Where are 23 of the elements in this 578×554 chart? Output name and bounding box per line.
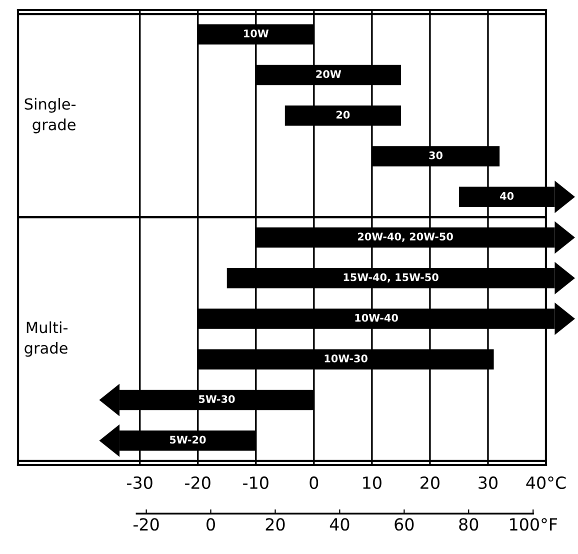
y-tick-label: 10W [244, 30, 269, 38]
y-tick-label: 20W-40, 20W-50 [358, 232, 453, 242]
band-label: Single- grade [24, 98, 76, 134]
band-label: Multi- grade [24, 321, 68, 357]
x2-tick-label: 80 [459, 518, 478, 531]
x-tick-label: 0 [310, 476, 318, 490]
y-tick-label: 15W-40, 15W-50 [344, 273, 438, 282]
x-tick-label: -10 [243, 476, 268, 490]
x2-tick-label: 20 [266, 518, 285, 531]
x-tick-label: 30 [478, 476, 498, 490]
y-tick-label: 5W-30 [198, 395, 235, 404]
x2-tick-label: 0 [206, 518, 215, 531]
y-tick-label: 5W-20 [170, 436, 206, 444]
y-tick-label: 10W-30 [324, 354, 368, 362]
x-tick-label: 10 [363, 476, 382, 490]
x-tick-label: -30 [127, 476, 152, 490]
x-tick-label: 40°C [526, 476, 566, 490]
y-tick-label: 20W [316, 70, 342, 78]
x2-tick-label: 60 [394, 518, 414, 531]
y-tick-label: 10W-40 [355, 314, 398, 322]
x2-tick-label: 100°F [510, 518, 557, 531]
x2-tick-label: -20 [133, 518, 159, 531]
x-tick-label: -20 [185, 476, 210, 490]
